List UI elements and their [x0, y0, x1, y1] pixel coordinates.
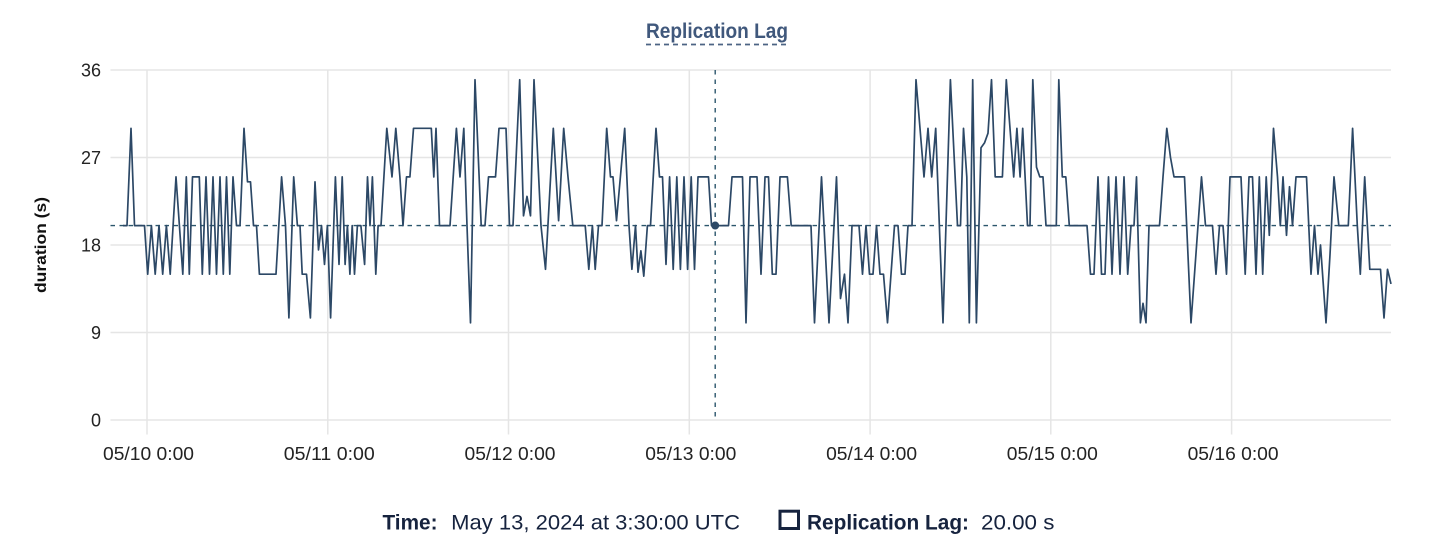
svg-text:20.00 s: 20.00 s: [981, 512, 1054, 535]
svg-text:Replication Lag: Replication Lag: [646, 20, 788, 43]
svg-text:27: 27: [81, 148, 101, 168]
svg-text:36: 36: [81, 61, 101, 81]
svg-text:9: 9: [91, 323, 101, 343]
svg-text:05/15 0:00: 05/15 0:00: [1007, 444, 1098, 464]
svg-text:05/16 0:00: 05/16 0:00: [1188, 444, 1279, 464]
svg-text:duration (s): duration (s): [33, 197, 50, 293]
svg-text:05/13 0:00: 05/13 0:00: [645, 444, 736, 464]
svg-text:05/11 0:00: 05/11 0:00: [284, 444, 375, 464]
svg-text:05/14 0:00: 05/14 0:00: [826, 444, 917, 464]
svg-text:18: 18: [81, 236, 101, 256]
svg-text:0: 0: [91, 411, 101, 431]
svg-text:Time:: Time:: [383, 512, 438, 535]
svg-text:05/12 0:00: 05/12 0:00: [465, 444, 556, 464]
svg-text:05/10 0:00: 05/10 0:00: [103, 444, 194, 464]
svg-text:Replication Lag:: Replication Lag:: [807, 512, 969, 535]
svg-text:May 13, 2024 at 3:30:00 UTC: May 13, 2024 at 3:30:00 UTC: [451, 512, 740, 535]
